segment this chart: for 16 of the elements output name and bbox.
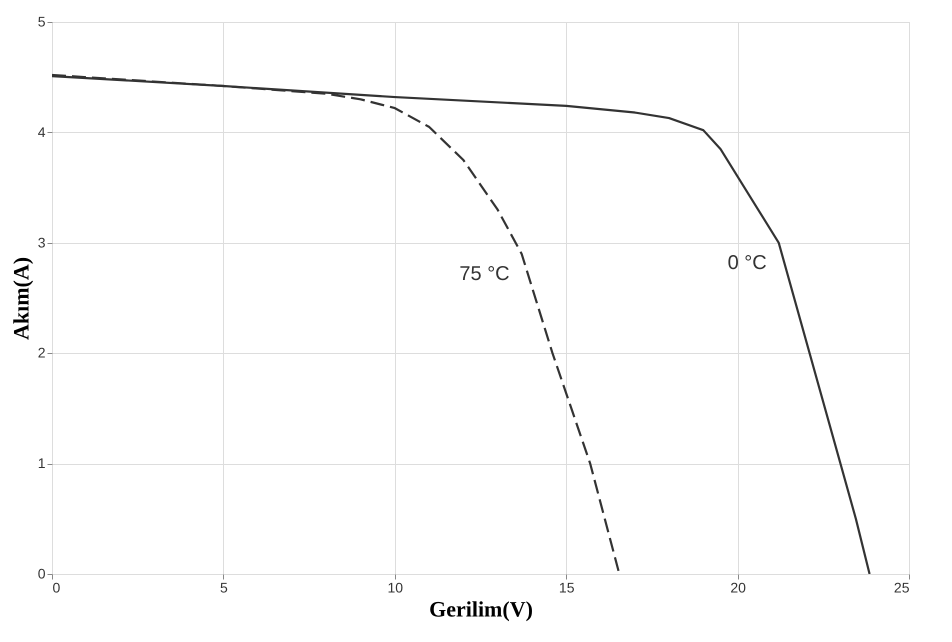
x-tick-label: 5	[220, 580, 228, 596]
y-tick-label: 1	[38, 455, 46, 472]
x-tick-label: 0	[52, 580, 60, 596]
y-tick-label: 5	[38, 14, 46, 30]
series-label: 75 °C	[459, 262, 510, 285]
x-tick-label: 20	[730, 580, 746, 596]
y-tick-label: 4	[38, 124, 46, 140]
x-tick-label: 15	[558, 580, 575, 596]
x-tick-label: 25	[894, 580, 910, 596]
y-tick-label: 2	[38, 344, 46, 361]
y-tick-label: 0	[38, 566, 46, 582]
series-label: 0 °C	[728, 252, 767, 274]
y-tick-label: 3	[38, 234, 46, 250]
y-axis-title: Akım(A)	[8, 256, 34, 340]
x-axis-title: Gerilim(V)	[429, 596, 533, 622]
x-tick-label: 10	[388, 580, 404, 596]
